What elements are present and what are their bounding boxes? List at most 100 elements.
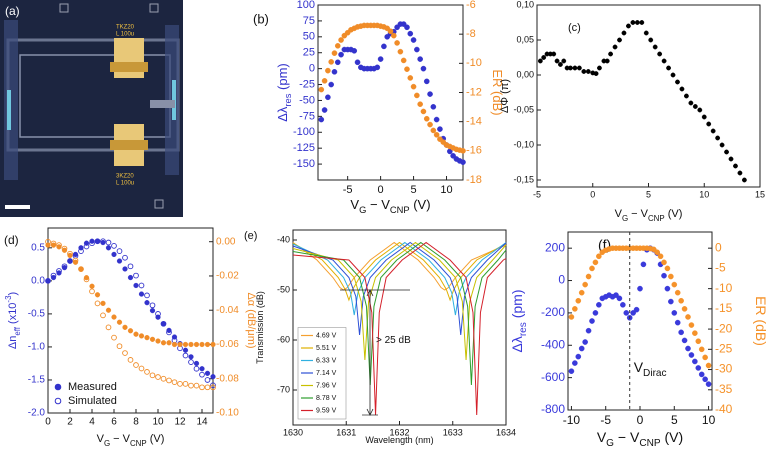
label-part: -3: [4, 295, 13, 303]
y-tick-label: -75: [299, 110, 315, 122]
data-point: [674, 319, 681, 326]
data-point: [568, 314, 575, 320]
data-point: [89, 240, 95, 247]
data-point: [423, 78, 430, 85]
label-part: (pm): [509, 289, 525, 322]
y-tick-label: -150: [293, 158, 315, 170]
y2-tick-label: -25: [715, 341, 733, 355]
data-point: [582, 281, 588, 288]
y2-tick-label: -40: [715, 402, 733, 416]
data-point: [89, 283, 95, 289]
y-tick-label: -70: [277, 384, 290, 394]
data-point: [171, 341, 178, 348]
x-tick-label: -5: [343, 184, 353, 196]
data-point: [334, 59, 341, 66]
data-point: [561, 58, 567, 64]
data-point: [105, 307, 112, 313]
data-point: [664, 285, 671, 292]
data-point: [78, 248, 84, 254]
y2-tick-label: -6: [466, 0, 476, 11]
data-point: [420, 108, 427, 115]
data-point: [592, 310, 599, 316]
data-point: [620, 302, 626, 308]
data-point: [144, 335, 150, 341]
y-tick-label: 50: [303, 31, 315, 43]
label-part: G: [104, 439, 110, 448]
data-point: [199, 341, 205, 348]
data-point: [604, 58, 610, 64]
y2-tick-label: -0.10: [216, 408, 239, 419]
data-point: [127, 357, 134, 363]
data-point: [116, 258, 123, 264]
data-point: [404, 24, 410, 31]
data-point: [182, 352, 189, 359]
x-tick-label: 1633: [443, 427, 463, 437]
panel-label: (a): [5, 4, 20, 18]
data-point: [138, 291, 145, 297]
data-point: [127, 328, 134, 334]
y-axis-label: Transmission (dB): [255, 291, 265, 364]
data-point: [94, 300, 101, 307]
series-line: [292, 241, 507, 316]
data-point: [188, 354, 194, 360]
panel: (c) -5 0 5 10 15 0,10 0,05 0,00 -0,05 -0,10 -0,15: [513, 0, 765, 199]
data-point: [83, 243, 90, 250]
data-point: [50, 272, 57, 279]
x-axis-label: VG − VCNP (V): [615, 208, 683, 223]
data-point: [374, 64, 381, 71]
label-part: G: [606, 438, 614, 449]
data-point: [661, 272, 667, 279]
data-point: [568, 65, 573, 71]
label-part: (V): [147, 433, 165, 445]
y2-tick-label: -12: [466, 86, 482, 98]
y2-tick-label: -20: [715, 321, 733, 335]
data-point: [630, 20, 636, 25]
y2-axis-label: ER (dB): [753, 296, 769, 346]
data-point: [427, 121, 433, 128]
label-part: G: [622, 214, 628, 223]
legend-label: 9.59 V: [316, 407, 337, 414]
label-part: V: [97, 433, 105, 445]
alignment-mark: [149, 3, 159, 13]
label-part: V: [615, 208, 623, 220]
data-point: [138, 333, 145, 339]
data-point: [640, 261, 647, 268]
data-point: [138, 282, 145, 289]
label-part: Transmission (dB): [255, 291, 265, 364]
y-tick-label: -400: [541, 337, 565, 351]
grating: [7, 90, 11, 130]
data-point: [576, 65, 582, 71]
legend-marker: [54, 397, 62, 405]
data-point: [111, 251, 117, 258]
data-point: [578, 345, 585, 352]
x-tick-label: 2: [67, 417, 73, 428]
data-point: [724, 149, 729, 155]
data-point: [688, 352, 695, 358]
data-point: [334, 43, 341, 49]
data-point: [695, 338, 702, 345]
data-point: [596, 302, 602, 308]
data-point: [575, 353, 582, 360]
data-point: [204, 384, 211, 391]
y-tick-label: -0,05: [513, 104, 534, 114]
data-point: [166, 329, 172, 336]
device-label: TKZ20: [116, 25, 135, 31]
data-point: [204, 341, 211, 348]
data-point: [193, 382, 200, 389]
y-tick-label: -125: [293, 142, 315, 154]
data-point: [122, 324, 128, 330]
label-part: res: [283, 93, 293, 106]
y-tick-label: 0,10: [516, 0, 534, 9]
x-tick-label: 10: [702, 413, 716, 427]
electrode-finger: [110, 62, 148, 72]
label-part: Δn: [7, 336, 19, 349]
legend-label: 8.78 V: [316, 395, 337, 402]
x-tick-label: 0: [45, 417, 51, 428]
y2-tick-label: -0.08: [216, 373, 239, 384]
data-point: [182, 347, 189, 353]
data-point: [50, 240, 57, 247]
y-tick-label: -200: [541, 305, 565, 319]
data-point: [204, 370, 211, 376]
label-part: ): [7, 292, 19, 296]
data-point: [621, 30, 627, 36]
